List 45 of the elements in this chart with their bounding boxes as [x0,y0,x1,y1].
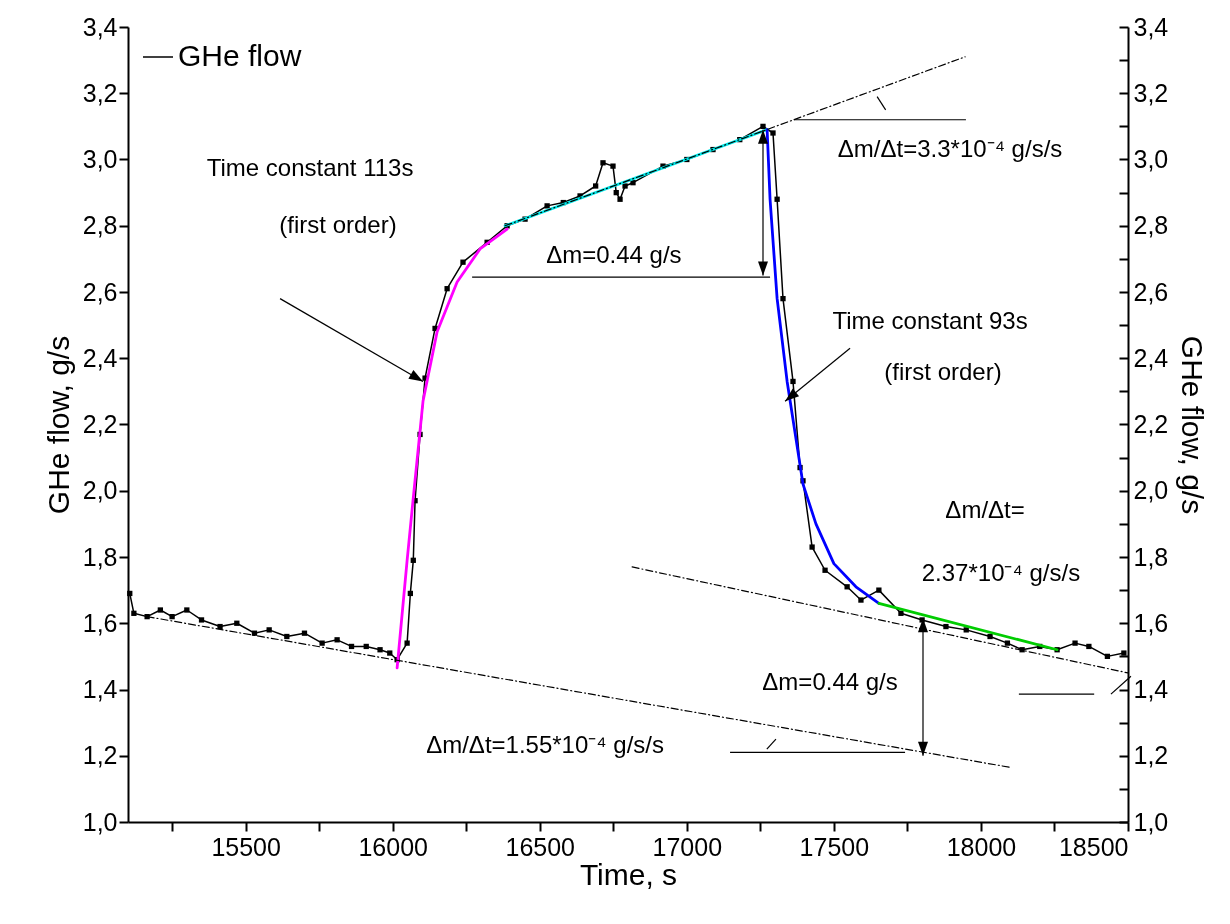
y2-tick-label: 1,6 [1133,608,1169,637]
y-tick-label: 2,0 [82,476,118,505]
y-axis-title: GHe flow, g/s [41,335,75,515]
x-tick-label: 18500 [1058,832,1129,861]
annotation: Δm/Δt=1.55*10⁻⁴ g/s/s [426,730,664,758]
y-tick-label: 2,8 [82,211,118,240]
annotation: (first order) [279,210,397,238]
x-tick-label: 16500 [505,832,576,861]
y-tick-label: 2,4 [82,343,118,372]
y-tick-label: 1,6 [82,608,118,637]
y-tick-label: 1,0 [82,807,118,836]
y2-tick-label: 2,6 [1133,277,1169,306]
y2-tick-label: 1,0 [1133,807,1169,836]
y-tick-label: 3,0 [82,145,118,173]
y2-tick-label: 3,2 [1133,78,1169,107]
annotation: Δm=0.44 g/s [546,240,682,268]
x-tick-label: 17500 [799,832,870,861]
y-tick-label: 1,4 [82,675,118,703]
y2-tick-label: 1,2 [1133,741,1169,770]
annotation: Time constant 93s [832,306,1028,334]
y2-tick-label: 3,4 [1133,12,1169,41]
annotation: (first order) [884,358,1002,386]
legend-label: GHe flow [178,39,302,72]
y-tick-label: 2,2 [82,410,118,438]
y-tick-label: 2,6 [82,277,118,306]
annotation: Time constant 113s [206,154,414,182]
x-tick-label: 18000 [946,832,1017,861]
y-tick-label: 3,4 [82,12,118,41]
annotation: 2.37*10⁻⁴ g/s/s [921,558,1081,586]
y2-tick-label: 2,4 [1133,343,1169,372]
y2-tick-label: 3,0 [1133,145,1169,173]
y2-tick-label: 2,2 [1133,410,1169,438]
annotation: Δm/Δt= [945,495,1025,523]
x-tick-label: 15500 [211,832,281,861]
y2-tick-label: 1,8 [1133,542,1169,571]
y-tick-label: 3,2 [82,78,118,107]
y-tick-label: 1,2 [82,741,118,770]
y2-tick-label: 2,0 [1133,476,1169,505]
annotation: Δm/Δt=3.3*10⁻⁴ g/s/s [837,134,1063,162]
annotation: Δm=0.44 g/s [762,667,898,695]
y2-tick-label: 1,4 [1133,675,1169,703]
y2-tick-label: 2,8 [1133,211,1169,240]
y-tick-label: 1,8 [82,542,118,571]
x-tick-label: 16000 [358,832,428,861]
y2-axis-title: GHe flow, g/s [1176,335,1210,515]
